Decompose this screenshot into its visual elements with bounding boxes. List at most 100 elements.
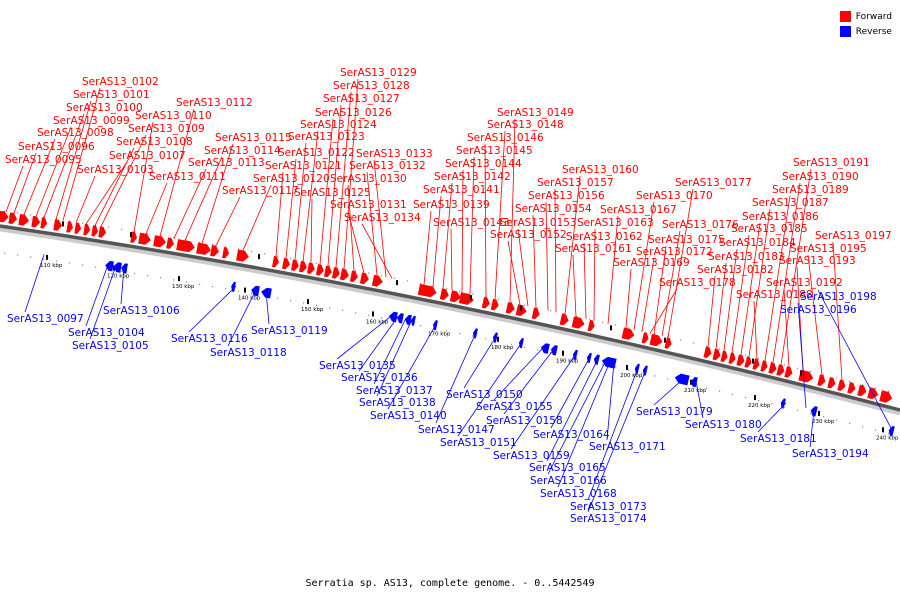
reverse-gene-arrow [593, 354, 600, 365]
forward-label-leader [450, 228, 453, 291]
forward-gene-label: SerAS13_0100 [66, 102, 143, 114]
scale-tick-label: 110 kbp [40, 263, 63, 269]
scale-tick [244, 287, 246, 293]
forward-label-leader [43, 113, 85, 218]
forward-gene-label: SerAS13_0192 [766, 277, 843, 289]
forward-gene-arrow [272, 256, 279, 268]
forward-label-leader [159, 108, 195, 237]
guide-dot [108, 226, 110, 228]
forward-gene-arrow [752, 358, 760, 370]
feature-mark [396, 280, 398, 286]
backbone-shadow [0, 224, 900, 416]
guide-dot [173, 279, 175, 281]
forward-label-leader [55, 100, 92, 220]
guide-dot [888, 390, 890, 393]
guide-dot [706, 345, 708, 347]
guide-dot [264, 253, 266, 255]
scale-tick [372, 311, 374, 317]
forward-swatch [839, 11, 851, 22]
guide-dot [160, 277, 162, 279]
forward-label-leader [294, 142, 307, 260]
guide-dot [160, 235, 162, 237]
guide-dot [706, 387, 708, 389]
guide-dot [95, 266, 97, 268]
forward-gene-label: SerAS13_0178 [659, 277, 736, 289]
scale-tick [626, 364, 628, 370]
forward-gene-label: SerAS13_0139 [413, 199, 490, 211]
scale-tick-label: 120 kbp [107, 273, 130, 279]
guide-dot [420, 282, 422, 285]
legend-forward-label: Forward [855, 11, 892, 22]
scale-tick [882, 427, 884, 433]
forward-gene-arrow [817, 374, 826, 386]
reverse-gene-arrow [780, 398, 786, 409]
feature-mark [664, 337, 666, 343]
reverse-gene-label: SerAS13_0136 [341, 372, 418, 384]
forward-gene-arrow [166, 237, 174, 249]
forward-gene-label: SerAS13_0162 [566, 231, 643, 243]
scale-tick-label: 150 kbp [301, 307, 324, 313]
forward-gene-arrow [847, 382, 856, 394]
feature-mark [470, 295, 472, 301]
guide-dot [329, 307, 331, 309]
guide-dot [719, 390, 721, 392]
forward-gene-label: SerAS13_0101 [73, 89, 150, 101]
forward-gene-arrow [417, 283, 437, 298]
forward-label-leader [173, 168, 207, 239]
legend-forward: Forward [839, 9, 892, 24]
forward-gene-label: SerAS13_0134 [344, 212, 421, 224]
forward-label-leader [633, 201, 655, 330]
forward-gene-arrow [837, 379, 846, 392]
forward-gene-label: SerAS13_0113 [188, 157, 265, 169]
guide-dot [342, 267, 344, 269]
forward-label-leader [432, 195, 442, 287]
guide-dot [381, 275, 383, 277]
reverse-gene-arrow [121, 263, 128, 274]
forward-gene-label: SerAS13_0163 [577, 217, 654, 229]
forward-label-leader [707, 275, 716, 348]
forward-gene-arrow [768, 362, 777, 374]
guide-dot [43, 258, 45, 260]
forward-gene-label: SerAS13_0099 [53, 115, 130, 127]
guide-dot [797, 409, 799, 411]
guide-dot [225, 246, 227, 248]
guide-dot [355, 270, 357, 272]
forward-gene-arrow [176, 239, 195, 253]
reverse-label-leader [227, 289, 257, 347]
guide-dot [537, 349, 539, 351]
forward-gene-label: SerAS13_0172 [636, 246, 713, 258]
guide-dot [368, 272, 370, 274]
forward-label-leader [583, 242, 587, 320]
forward-gene-arrow [720, 350, 728, 362]
forward-gene-arrow [53, 219, 63, 231]
forward-gene-label: SerAS13_0188 [736, 289, 813, 301]
forward-gene-arrow [359, 272, 369, 285]
guide-dot [836, 419, 838, 421]
forward-gene-arrow [210, 244, 219, 257]
reverse-label-leader [503, 348, 555, 415]
guide-dot [524, 304, 526, 306]
reverse-label-leader [387, 323, 437, 410]
forward-gene-label: SerAS13_0112 [176, 97, 253, 109]
forward-label-leader [242, 184, 272, 251]
forward-gene-arrow [736, 354, 745, 366]
forward-label-leader [731, 234, 750, 353]
guide-dot [849, 380, 851, 382]
forward-gene-arrow [40, 217, 48, 229]
guide-dot [368, 314, 370, 316]
reverse-label-leader [695, 381, 704, 419]
forward-label-leader [275, 171, 284, 257]
forward-label-leader [593, 228, 596, 321]
forward-gene-arrow [490, 298, 499, 311]
legend: Forward Reverse [839, 9, 892, 39]
forward-gene-label: SerAS13_0109 [128, 123, 205, 135]
forward-gene-arrow [587, 319, 595, 332]
guide-dot [654, 375, 656, 377]
forward-gene-arrow [349, 270, 358, 283]
forward-gene-arrow [867, 387, 879, 400]
scale-tick [754, 395, 756, 401]
forward-label-leader [772, 182, 801, 363]
forward-gene-label: SerAS13_0185 [731, 223, 808, 235]
forward-label-leader [327, 104, 342, 267]
forward-label-leader [764, 195, 791, 361]
